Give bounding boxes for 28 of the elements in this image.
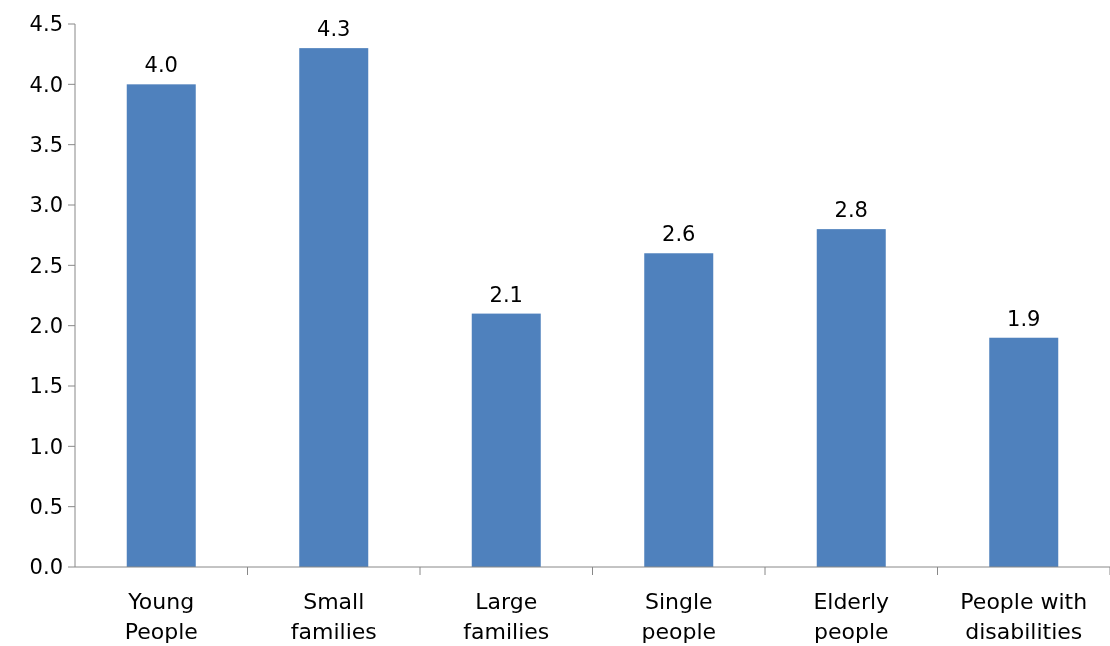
data-label: 2.6 (662, 222, 696, 247)
y-tick-label: 4.5 (29, 12, 63, 37)
data-label: 4.0 (144, 53, 178, 78)
data-label: 1.9 (1007, 306, 1041, 331)
bar (299, 48, 369, 567)
y-tick-label: 0.0 (29, 555, 63, 580)
bar (126, 84, 196, 567)
y-tick-label: 1.0 (29, 434, 63, 459)
y-tick-label: 3.0 (29, 193, 63, 218)
x-tick-label: Elderly people (813, 589, 890, 644)
y-tick-label: 3.5 (29, 133, 63, 158)
data-label: 4.3 (317, 17, 351, 42)
bar (816, 229, 886, 567)
y-tick-label: 4.0 (29, 72, 63, 97)
bar (471, 313, 541, 567)
x-tick-label: Young People (124, 589, 198, 644)
data-label: 2.8 (834, 198, 868, 223)
x-tick-label: Single people (641, 589, 717, 644)
data-label: 2.1 (489, 282, 523, 307)
y-tick-label: 2.0 (29, 314, 63, 339)
bar (644, 253, 714, 567)
x-tick-label: Large families (463, 589, 550, 644)
y-tick-label: 1.5 (29, 374, 63, 399)
y-tick-label: 2.5 (29, 253, 63, 278)
x-tick-label: Small families (290, 589, 377, 644)
x-tick-label: People with disabilities (960, 589, 1088, 644)
bar (989, 337, 1059, 567)
y-tick-label: 0.5 (29, 495, 63, 520)
